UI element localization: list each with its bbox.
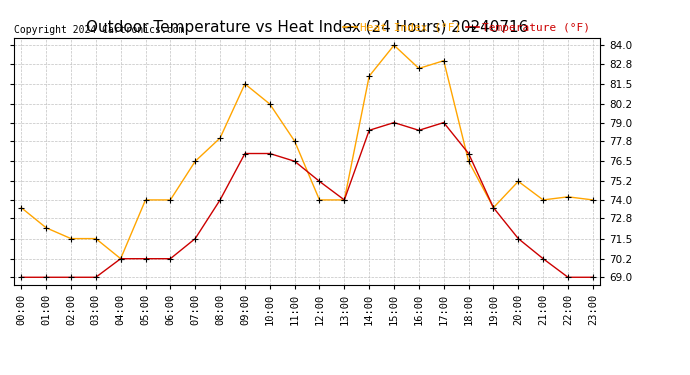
Legend: Heat Index (°F), Temperature (°F): Heat Index (°F), Temperature (°F) [339, 18, 595, 37]
Title: Outdoor Temperature vs Heat Index (24 Hours) 20240716: Outdoor Temperature vs Heat Index (24 Ho… [86, 20, 529, 35]
Text: Copyright 2024 Cartronics.com: Copyright 2024 Cartronics.com [14, 25, 184, 35]
